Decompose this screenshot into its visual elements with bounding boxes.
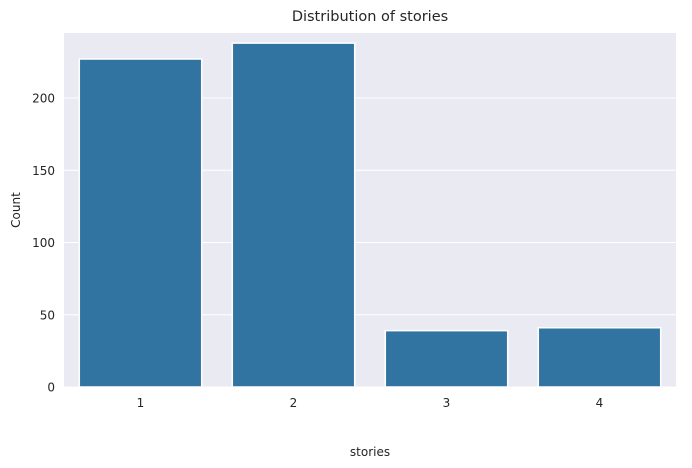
bar-4 [537, 327, 662, 388]
x-axis-label: stories [350, 445, 390, 459]
bar-2 [231, 42, 356, 388]
chart-title: Distribution of stories [292, 9, 448, 25]
x-tick-labels: 1 2 3 4 [137, 396, 604, 410]
x-tick-label: 2 [290, 396, 298, 410]
bars [78, 42, 662, 388]
y-tick-label: 50 [40, 308, 55, 322]
y-axis-label: Count [9, 192, 23, 228]
y-tick-label: 100 [32, 236, 55, 250]
y-tick-labels: 0 50 100 150 200 [32, 92, 55, 395]
bar-1 [78, 58, 203, 388]
x-tick-label: 3 [443, 396, 451, 410]
y-tick-label: 0 [47, 381, 55, 395]
y-tick-label: 200 [32, 92, 55, 106]
x-tick-label: 1 [137, 396, 145, 410]
y-tick-label: 150 [32, 164, 55, 178]
x-tick-label: 4 [596, 396, 604, 410]
bar-3 [384, 329, 509, 388]
